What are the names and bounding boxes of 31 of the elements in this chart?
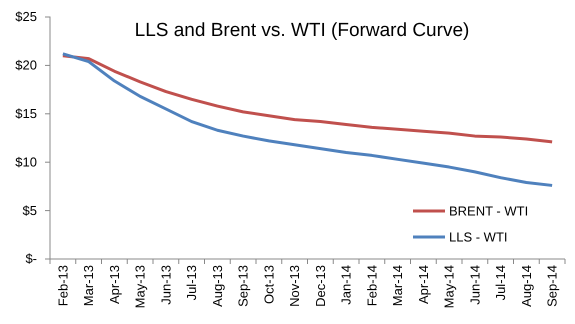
x-tick-label: Mar-14 [390, 265, 406, 306]
x-tick-label: Feb-13 [55, 265, 70, 306]
x-tick-label: Sep-13 [236, 265, 251, 307]
line-series [61, 52, 554, 187]
x-tick-label: Apr-13 [106, 265, 122, 304]
x-tick-label: Nov-13 [287, 265, 302, 307]
legend-label: LLS - WTI [449, 230, 508, 245]
y-tick-label: $20 [15, 58, 37, 73]
x-tick-label: Sep-14 [544, 265, 560, 307]
chart-title: LLS and Brent vs. WTI (Forward Curve) [134, 20, 470, 41]
y-tick-label: $10 [15, 154, 37, 170]
x-tick-label: Jun-14 [467, 265, 482, 305]
x-tick-label: Jan-14 [338, 265, 354, 305]
x-tick-label: Mar-13 [81, 265, 96, 306]
y-tick-label: $25 [15, 9, 37, 24]
x-tick-label: Jul-13 [184, 265, 200, 300]
x-tick-label: Aug-13 [210, 265, 225, 307]
line-series [61, 54, 554, 144]
x-tick-label: May-14 [442, 265, 457, 308]
x-tick-label: Dec-13 [312, 265, 328, 307]
x-tick-label: May-13 [132, 265, 148, 308]
y-tick-label: $15 [15, 106, 37, 121]
x-tick-label: Feb-14 [364, 265, 380, 306]
x-tick-label: Aug-14 [518, 265, 534, 307]
y-tick-label: $- [25, 251, 37, 266]
y-tick-label: $5 [22, 202, 37, 218]
legend-label: BRENT - WTI [449, 204, 528, 219]
x-tick-label: Jun-13 [158, 265, 174, 305]
x-tick-label: Apr-14 [416, 265, 431, 304]
x-tick-label: Oct-13 [261, 265, 276, 304]
x-tick-label: Jul-14 [493, 265, 508, 300]
